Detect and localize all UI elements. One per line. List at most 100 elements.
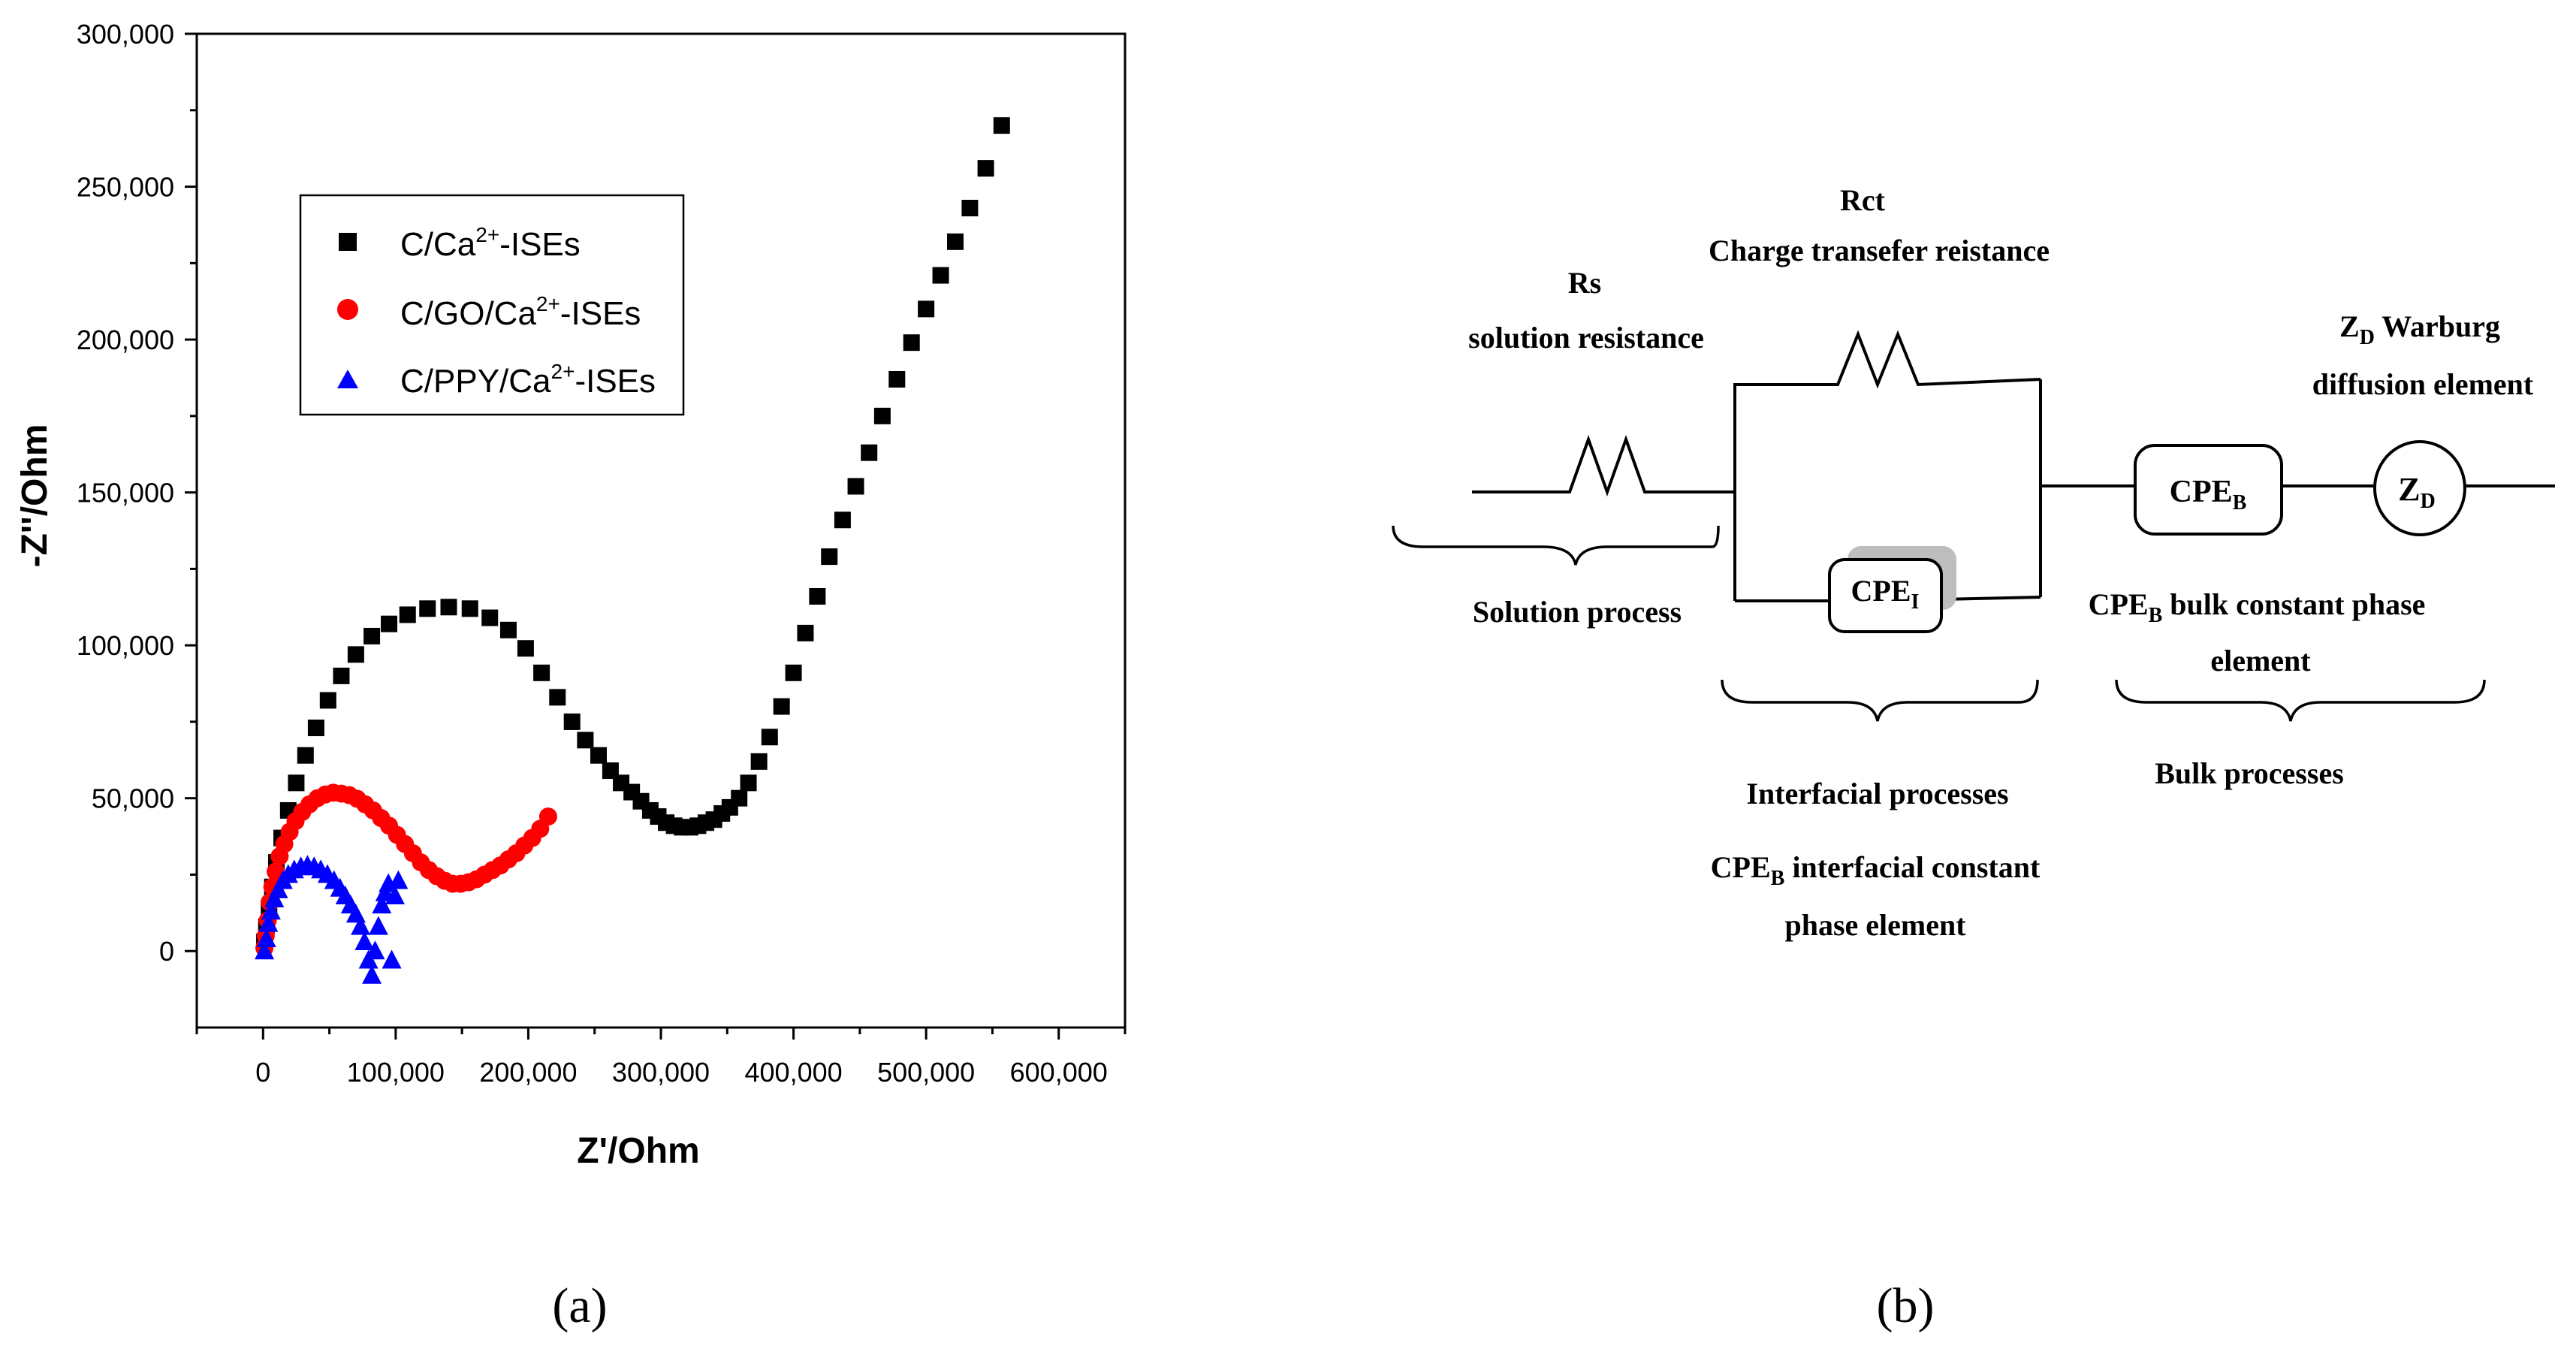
- data-point-series-1: [577, 732, 594, 749]
- data-point-series-1: [847, 478, 864, 495]
- brace-solution: [1392, 525, 1720, 566]
- x-tick-label: 100,000: [347, 1057, 445, 1088]
- data-point-series-1: [307, 720, 324, 737]
- x-tick-label: 400,000: [745, 1057, 843, 1088]
- data-point-series-2: [538, 807, 557, 826]
- panel-label-a: (a): [552, 1278, 607, 1333]
- data-point-series-1: [785, 664, 802, 681]
- data-point-series-3: [372, 895, 392, 914]
- zd-label: ZD: [2398, 471, 2436, 513]
- rct-title: Rct: [1840, 183, 1886, 217]
- y-tick-label: 200,000: [77, 324, 174, 355]
- data-point-series-1: [961, 200, 979, 217]
- cpe-b-description: CPEB bulk constant phase: [2089, 587, 2426, 627]
- data-point-series-3: [351, 916, 371, 935]
- data-point-series-1: [288, 774, 305, 792]
- data-point-series-1: [533, 664, 550, 681]
- panel-label-b: (b): [1877, 1278, 1935, 1333]
- data-point-series-1: [731, 789, 748, 807]
- y-tick-label: 300,000: [77, 19, 174, 50]
- rs-title: Rs: [1568, 266, 1601, 300]
- y-axis-ticks: 0 50,000 100,000 150,000 200,000 250,000 300,0…: [77, 19, 197, 967]
- data-point-series-1: [381, 615, 398, 632]
- solution-process-label: Solution process: [1473, 595, 1682, 629]
- data-marks: [255, 117, 1010, 984]
- brace-interfacial: [1721, 679, 2039, 722]
- x-tick-label: 0: [255, 1057, 270, 1088]
- y-tick-label: 150,000: [77, 478, 174, 509]
- legend-marker-square: [339, 233, 357, 251]
- legend-marker-circle: [337, 299, 358, 320]
- data-point-series-1: [347, 646, 364, 663]
- legend: C/Ca2+-ISEs C/GO/Ca2+-ISEs C/PPY/Ca2+-IS…: [299, 194, 685, 416]
- data-point-series-1: [481, 609, 499, 626]
- cpe-b-label: CPEB: [2170, 475, 2247, 515]
- data-point-series-1: [750, 753, 768, 770]
- zd-title: ZD Warburg: [2339, 309, 2500, 349]
- data-point-series-1: [297, 747, 314, 764]
- y-tick-label: 100,000: [77, 630, 174, 661]
- cpe-interfacial-description-line2: phase element: [1784, 908, 1966, 942]
- brace-bulk: [2115, 679, 2486, 722]
- cpe-i-wire-right: [1941, 596, 2041, 601]
- data-point-series-1: [319, 692, 336, 709]
- cpe-interfacial-description: CPEB interfacial constant: [1711, 850, 2041, 890]
- interfacial-processes-label: Interfacial processes: [1746, 777, 2008, 810]
- data-point-series-1: [918, 300, 935, 318]
- data-point-series-1: [740, 774, 757, 792]
- data-point-series-1: [761, 729, 778, 746]
- data-point-series-1: [873, 407, 891, 424]
- x-tick-label: 200,000: [479, 1057, 577, 1088]
- data-point-series-1: [834, 512, 851, 529]
- zd-element: [2373, 440, 2466, 536]
- data-point-series-3: [388, 870, 409, 889]
- data-point-series-1: [946, 233, 964, 250]
- data-point-series-1: [809, 588, 826, 605]
- rs-subtitle: solution resistance: [1468, 321, 1704, 355]
- zd-subtitle: diffusion element: [2312, 367, 2534, 401]
- data-point-series-3: [256, 928, 276, 947]
- data-point-series-1: [977, 160, 994, 177]
- cpe-i-element: [1828, 558, 1943, 633]
- data-point-series-3: [368, 916, 388, 935]
- legend-marker-triangle: [337, 370, 358, 388]
- data-point-series-1: [517, 640, 534, 657]
- data-point-series-1: [419, 600, 436, 617]
- data-point-series-1: [333, 667, 350, 684]
- data-point-series-1: [861, 444, 878, 461]
- data-point-series-1: [821, 548, 838, 566]
- rs-resistor: [1472, 435, 1735, 496]
- data-point-series-1: [932, 267, 949, 284]
- x-tick-label: 300,000: [612, 1057, 710, 1088]
- y-tick-label: 50,000: [92, 783, 174, 814]
- data-point-series-1: [499, 621, 517, 638]
- data-point-series-3: [255, 940, 275, 960]
- x-axis-label: Z'/Ohm: [577, 1131, 699, 1171]
- cpe-b-description-line2: element: [2210, 644, 2311, 678]
- data-point-series-1: [549, 689, 566, 706]
- data-point-series-1: [993, 117, 1010, 134]
- data-point-series-3: [354, 931, 375, 951]
- data-point-series-3: [382, 949, 402, 969]
- data-point-series-1: [363, 627, 381, 644]
- data-point-series-1: [773, 698, 790, 715]
- data-point-series-1: [461, 600, 478, 617]
- data-point-series-3: [258, 913, 279, 932]
- legend-label-series-2: C/GO/Ca2+-ISEs: [400, 292, 641, 332]
- legend-label-series-1: C/Ca2+-ISEs: [400, 223, 581, 263]
- data-point-series-3: [261, 901, 281, 920]
- data-point-series-3: [365, 940, 385, 960]
- data-point-series-1: [590, 747, 608, 764]
- cpe-i-label: CPEI: [1851, 574, 1920, 614]
- data-point-series-1: [440, 599, 457, 616]
- rct-resistor: [1735, 330, 2041, 389]
- legend-label-series-3: C/PPY/Ca2+-ISEs: [400, 360, 656, 400]
- data-point-series-1: [903, 334, 920, 352]
- y-tick-label: 250,000: [77, 172, 174, 203]
- legend-box: [299, 194, 685, 416]
- data-point-series-3: [385, 885, 405, 904]
- x-tick-label: 500,000: [877, 1057, 975, 1088]
- rct-subtitle: Charge transefer reistance: [1709, 234, 2050, 267]
- data-point-series-1: [399, 606, 416, 623]
